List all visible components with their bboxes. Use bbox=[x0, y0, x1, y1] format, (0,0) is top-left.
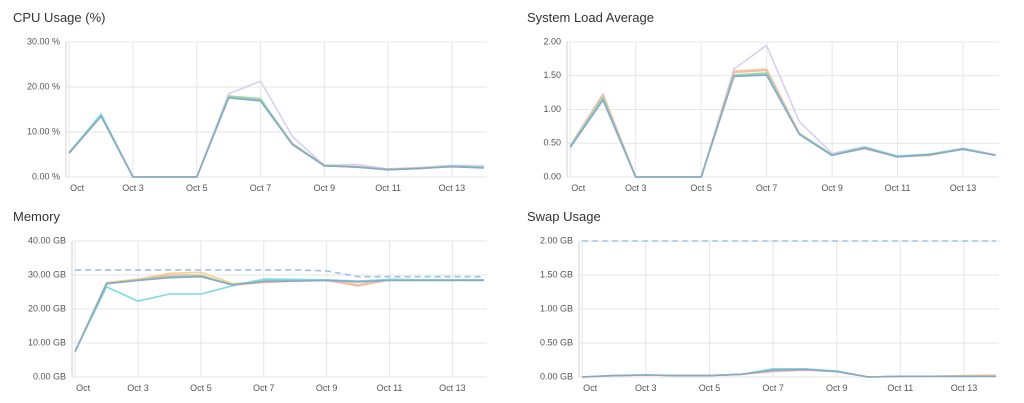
x-tick-label: Oct 3 bbox=[122, 183, 144, 193]
y-tick-label: 1.00 bbox=[543, 104, 561, 114]
x-tick-label: Oct 13 bbox=[439, 383, 466, 393]
system-load-title: System Load Average bbox=[527, 10, 654, 25]
x-tick-label: Oct 9 bbox=[826, 383, 848, 393]
x-tick-label: Oct 5 bbox=[186, 183, 208, 193]
y-tick-label: 0.00 bbox=[543, 171, 561, 181]
y-tick-label: 40.00 GB bbox=[28, 235, 66, 245]
y-tick-label: 2.00 GB bbox=[540, 235, 573, 245]
x-tick-label: Oct bbox=[571, 183, 586, 193]
series-line-host-4[interactable] bbox=[582, 368, 996, 378]
x-tick-label: Oct 11 bbox=[375, 183, 401, 193]
x-tick-label: Oct 3 bbox=[127, 383, 149, 393]
limit-dashed-line bbox=[75, 269, 484, 278]
x-tick-label: Oct 13 bbox=[439, 183, 466, 193]
memory-title: Memory bbox=[13, 209, 60, 224]
x-tick-label: Oct 5 bbox=[690, 183, 712, 193]
y-tick-label: 0.50 bbox=[543, 138, 561, 148]
x-tick-label: Oct 7 bbox=[253, 383, 275, 393]
swap-usage-title: Swap Usage bbox=[527, 209, 601, 224]
series-line-host-6[interactable] bbox=[68, 97, 484, 178]
x-tick-label: Oct 7 bbox=[756, 183, 778, 193]
y-tick-label: 1.50 bbox=[543, 70, 561, 80]
y-tick-label: 1.00 GB bbox=[540, 303, 573, 313]
x-tick-label: Oct bbox=[70, 183, 85, 193]
y-tick-label: 20.00 % bbox=[27, 81, 60, 91]
x-tick-label: Oct 7 bbox=[762, 383, 784, 393]
x-tick-label: Oct 3 bbox=[635, 383, 657, 393]
y-tick-label: 0.00 GB bbox=[540, 371, 573, 381]
y-tick-label: 0.00 % bbox=[32, 171, 60, 181]
y-tick-label: 10.00 GB bbox=[28, 337, 66, 347]
y-tick-label: 0.50 GB bbox=[540, 337, 573, 347]
x-tick-label: Oct 9 bbox=[314, 183, 336, 193]
x-tick-label: Oct 11 bbox=[885, 183, 911, 193]
x-tick-label: Oct 3 bbox=[625, 183, 647, 193]
y-tick-label: 2.00 bbox=[543, 36, 561, 46]
y-tick-label: 10.00 % bbox=[27, 126, 60, 136]
series-line-host-5[interactable] bbox=[74, 275, 484, 353]
x-tick-label: Oct bbox=[76, 383, 91, 393]
x-tick-label: Oct 5 bbox=[190, 383, 212, 393]
x-tick-label: Oct 7 bbox=[250, 183, 272, 193]
x-tick-label: Oct 11 bbox=[887, 383, 913, 393]
x-tick-label: Oct 11 bbox=[377, 383, 403, 393]
x-tick-label: Oct 13 bbox=[950, 183, 977, 193]
x-tick-label: Oct 9 bbox=[821, 183, 843, 193]
x-tick-label: Oct 5 bbox=[699, 383, 721, 393]
x-tick-label: Oct 13 bbox=[951, 383, 978, 393]
series-line-host-6[interactable] bbox=[569, 74, 996, 178]
cpu-usage-title: CPU Usage (%) bbox=[13, 10, 106, 25]
y-tick-label: 30.00 % bbox=[27, 36, 60, 46]
y-tick-label: 30.00 GB bbox=[28, 269, 66, 279]
x-tick-label: Oct 9 bbox=[316, 383, 338, 393]
y-tick-label: 0.00 GB bbox=[33, 371, 66, 381]
y-tick-label: 20.00 GB bbox=[28, 303, 66, 313]
y-tick-label: 1.50 GB bbox=[540, 269, 573, 279]
x-tick-label: Oct bbox=[583, 383, 598, 393]
